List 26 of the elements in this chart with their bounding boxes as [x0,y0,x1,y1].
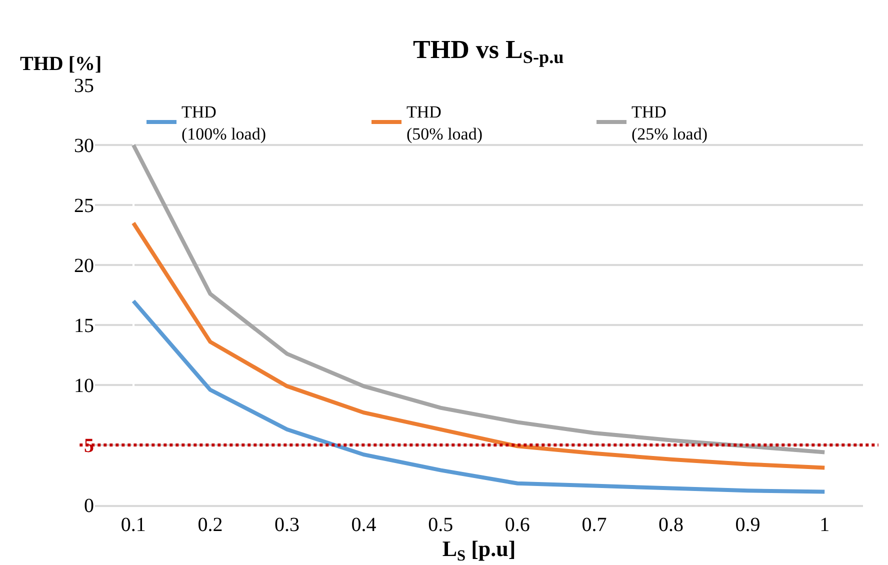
y-tick-label: 10 [74,375,94,397]
x-tick-label: 0.6 [504,514,530,536]
legend-label: THD (25% load) [632,102,708,144]
x-tick-label: 0.8 [658,514,684,536]
y-tick-label: 25 [74,195,94,217]
legend-label: THD (100% load) [182,102,266,144]
y-tick-label: 35 [74,75,94,97]
line-series [131,221,827,470]
x-tick-label: 0.7 [582,514,607,536]
y-tick-label: 20 [74,255,94,277]
x-tick-label: 0.2 [198,514,223,536]
x-axis-title: L$_{S}$ [p.u] [442,536,516,565]
y-tick-label: 30 [74,135,94,157]
chart-title: THD vs L$_{S-p.u}$ [413,34,564,68]
legend-label: THD (50% load) [406,102,483,144]
x-tick-label: 0.9 [735,514,760,536]
x-tick-label: 0.3 [274,514,300,536]
y-tick-label: 15 [74,315,94,337]
line-series [131,143,827,454]
x-tick-label: 1 [820,514,830,536]
x-tick-label: 0.4 [351,514,376,536]
y-tick-label: 0 [84,495,94,517]
x-tick-label: 0.1 [120,514,146,536]
x-tick-label: 0.5 [428,514,454,536]
y-axis-title: THD [%] [20,53,102,75]
line-series [131,299,827,494]
